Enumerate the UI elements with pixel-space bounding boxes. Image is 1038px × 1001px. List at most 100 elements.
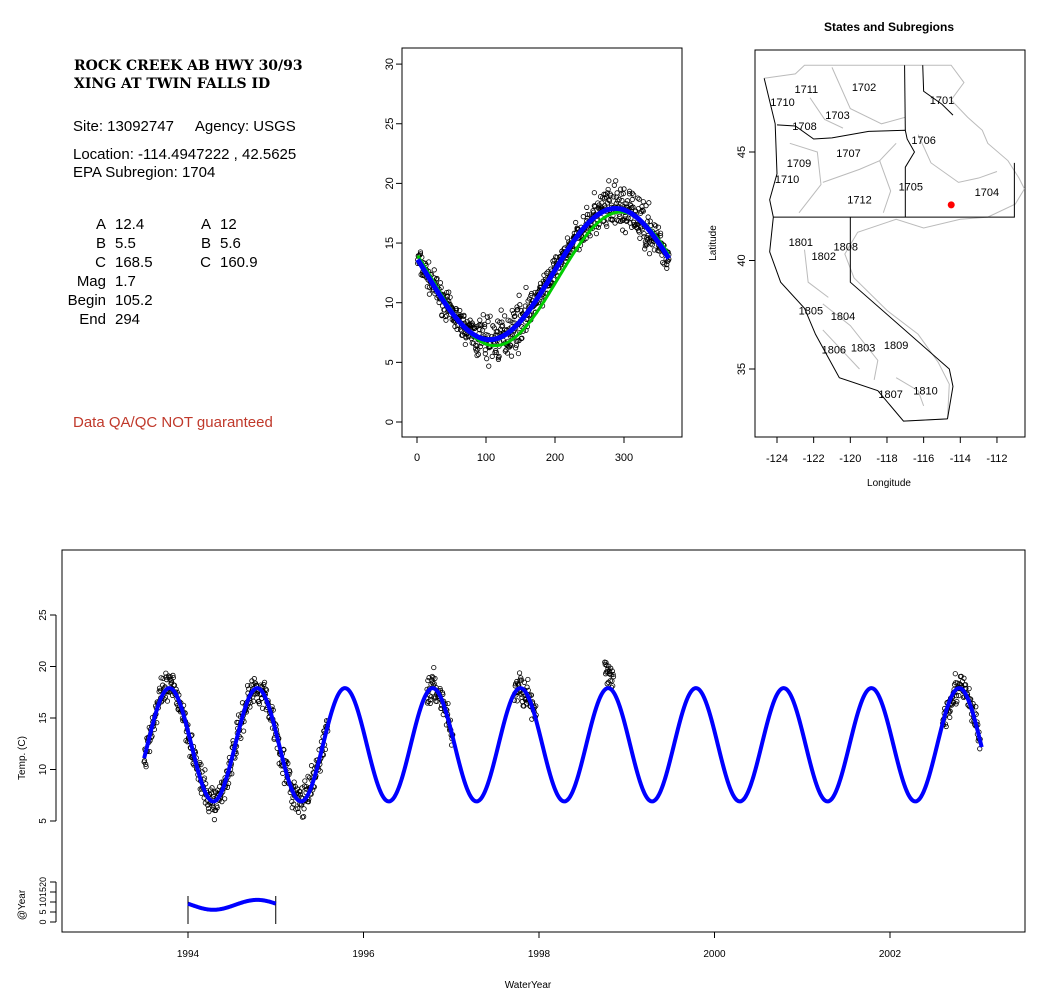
data-point: [291, 779, 297, 785]
y-tick-label: 0: [384, 419, 396, 425]
data-point: [301, 814, 307, 820]
data-point: [606, 198, 613, 204]
data-point: [426, 259, 432, 265]
data-point: [609, 668, 615, 674]
data-point: [491, 325, 497, 331]
subregion-boundary: [822, 303, 879, 380]
data-point: [630, 204, 636, 210]
year-tick-label: 5: [38, 909, 48, 914]
subregion-label: 1802: [811, 251, 835, 263]
x-axis-label: Longitude: [867, 478, 911, 489]
data-point: [523, 284, 529, 291]
data-point: [657, 233, 664, 239]
data-point: [157, 687, 163, 693]
data-point: [952, 671, 958, 677]
subregion-label: 1808: [833, 241, 857, 253]
data-point: [502, 313, 508, 319]
data-point: [606, 178, 612, 184]
data-point: [604, 190, 611, 196]
data-point: [544, 270, 550, 276]
data-point: [461, 313, 467, 319]
data-point: [528, 290, 535, 297]
data-point: [457, 307, 463, 314]
data-point: [439, 313, 445, 319]
data-point: [447, 294, 453, 300]
data-point: [611, 194, 617, 200]
subregion-label: 1702: [852, 82, 876, 94]
data-point: [433, 276, 439, 282]
data-point: [953, 701, 959, 707]
data-point: [525, 676, 531, 683]
subregion-label: 1703: [825, 110, 849, 122]
y-tick-label: 20: [384, 177, 396, 189]
data-point: [628, 224, 635, 230]
data-point: [480, 312, 486, 318]
y-tick-label: 45: [736, 146, 748, 158]
data-point: [222, 796, 228, 802]
y-tick-label: 35: [736, 363, 748, 375]
data-point: [477, 343, 484, 350]
data-point: [482, 347, 488, 353]
y-tick-label: 25: [38, 609, 49, 621]
subregion-label: 1708: [792, 121, 816, 133]
subregion-label: 1804: [831, 311, 855, 323]
data-point: [241, 728, 247, 734]
x-tick-label: 300: [615, 452, 633, 464]
data-point: [143, 764, 149, 770]
x-tick-label: 2000: [703, 949, 726, 960]
data-point: [293, 806, 299, 812]
x-tick-label: 1998: [528, 949, 551, 960]
y-tick-label: 10: [384, 297, 396, 309]
data-point: [610, 683, 616, 689]
y-tick-label: 25: [384, 118, 396, 130]
data-point: [503, 347, 509, 353]
data-point: [244, 683, 251, 689]
data-point: [618, 191, 624, 197]
data-point: [295, 809, 302, 815]
data-point: [453, 307, 459, 314]
data-point: [622, 230, 628, 236]
data-point: [513, 345, 519, 351]
subregion-label: 1706: [911, 135, 935, 147]
y-axis-label: Temp. (C): [17, 736, 28, 780]
data-point: [522, 303, 528, 309]
data-point: [653, 223, 659, 229]
param-c: C 160.9: [200, 254, 258, 271]
y-tick-label: 40: [736, 254, 748, 266]
data-point: [610, 671, 616, 678]
x-tick-label: -118: [876, 453, 897, 465]
data-point: [141, 758, 148, 764]
data-point: [504, 350, 510, 356]
data-point: [640, 208, 646, 214]
data-point: [477, 327, 483, 333]
subregion-boundary: [809, 97, 844, 129]
data-point: [664, 265, 670, 271]
data-point: [301, 806, 307, 812]
subregion-boundary: [879, 160, 892, 213]
data-point: [261, 679, 268, 685]
data-point: [599, 200, 605, 206]
data-point: [514, 698, 520, 704]
subregion-label: 1705: [899, 182, 923, 194]
data-point: [517, 677, 523, 683]
subregion-label: 1711: [794, 84, 818, 96]
data-point: [209, 785, 215, 791]
year-tick-label: 0: [38, 919, 48, 924]
y-tick-label: 5: [384, 359, 396, 365]
data-point: [611, 182, 617, 188]
data-point: [973, 704, 979, 710]
data-point: [432, 675, 438, 682]
subregion-boundary: [803, 249, 829, 298]
y-tick-label: 5: [38, 818, 49, 824]
data-point: [163, 674, 169, 680]
param-mag: Mag 1.7: [76, 273, 136, 290]
data-point: [441, 307, 448, 313]
year-axis-label: @Year: [17, 889, 28, 920]
data-point: [634, 221, 640, 227]
data-point: [610, 674, 617, 680]
data-point: [495, 356, 502, 363]
data-point: [201, 775, 208, 781]
data-point: [446, 289, 452, 295]
data-point: [661, 261, 667, 267]
